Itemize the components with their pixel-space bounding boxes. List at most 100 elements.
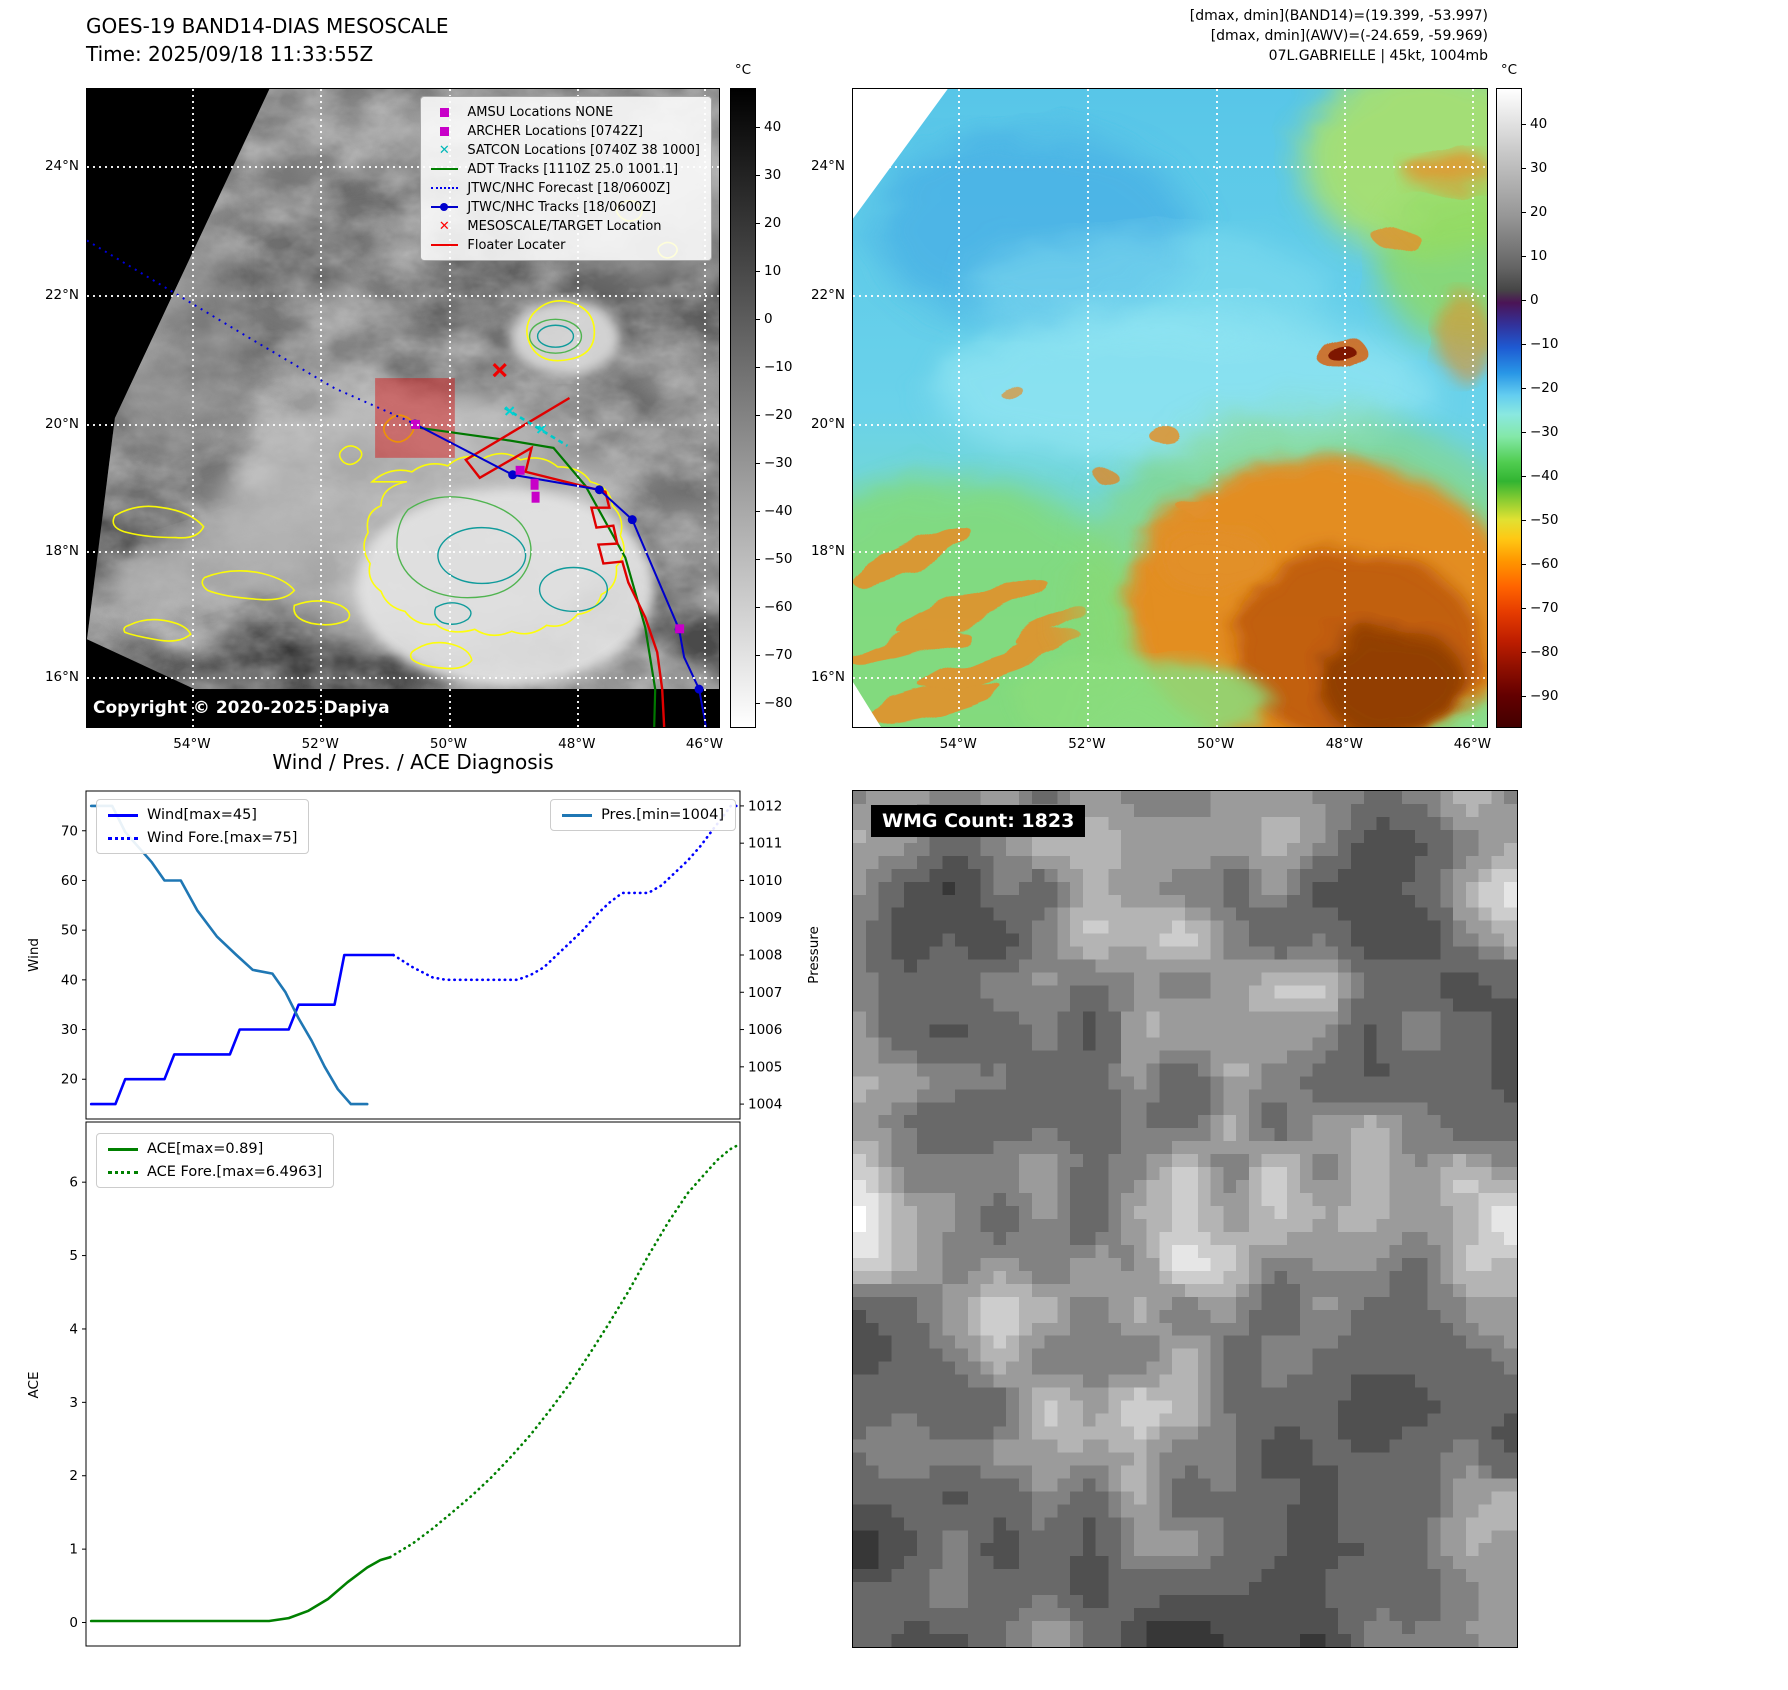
lat-tick-label: 24°N [810, 157, 845, 174]
legend-item-label: ADT Tracks [1110Z 25.0 1001.1] [467, 161, 679, 177]
chart-legend-item: ACE[max=0.89] [108, 1141, 322, 1157]
lat-tick-label: 16°N [44, 669, 79, 686]
colorbar-tick [1521, 520, 1526, 522]
mesoscale-target-box [375, 378, 455, 458]
legend-item-label: SATCON Locations [0740Z 38 1000] [467, 142, 700, 158]
chart-legend-label: Wind[max=45] [147, 807, 257, 823]
wind-axis-label: Wind [26, 938, 42, 972]
diagnosis-title: Wind / Pres. / ACE Diagnosis [272, 750, 554, 774]
colorbar-tick [1521, 212, 1526, 214]
y-tick-label: 5 [69, 1248, 78, 1264]
lon-tick-label: 52°W [301, 736, 339, 752]
y-tick-label: 6 [69, 1175, 78, 1191]
lat-tick-label: 22°N [44, 287, 79, 304]
pressure-axis-label: Pressure [806, 926, 822, 984]
ACE[max=0.89]-line [89, 1555, 392, 1623]
colorbar-tick-label: −50 [764, 551, 793, 568]
wmg-panel: WMG Count: 1823 [852, 790, 1518, 1648]
Pres.[min=1004]-line [89, 804, 369, 1106]
lon-tick-label: 50°W [429, 736, 468, 752]
colorbar-tick [755, 367, 760, 369]
ace-chart: 0 1 2 3 4 5 6 [69, 1121, 741, 1647]
colorbar-tick-label: −30 [764, 455, 793, 472]
pressure-legend: Pres.[min=1004] [550, 799, 736, 831]
legend-item: ADT Tracks [1110Z 25.0 1001.1] [429, 161, 700, 177]
colorbar-tick-label: 10 [764, 263, 782, 280]
colorbar-tick-label: −20 [764, 407, 793, 424]
colorbar-tick-label: 40 [764, 119, 782, 136]
ace-axis-label: ACE [26, 1371, 42, 1399]
colorbar-tick-label: −90 [1530, 688, 1559, 705]
colorbar-tick [755, 463, 760, 465]
colorbar-tick-label: 0 [1530, 292, 1539, 309]
plot-border [85, 1121, 741, 1647]
line-dot-swatch [430, 203, 458, 211]
y-tick-label: 50 [61, 923, 78, 939]
band14-time: Time: 2025/09/18 11:33:55Z [86, 42, 374, 66]
dot-swatch [440, 203, 449, 211]
chart-legend-item: Wind[max=45] [108, 807, 297, 823]
y2-tick-label: 1011 [748, 836, 782, 852]
x-marker: ✕ [429, 220, 459, 233]
scan-edge-wedge-top [853, 89, 948, 219]
dotted-line-sample [108, 836, 138, 840]
legend-item: ✕ SATCON Locations [0740Z 38 1000] [429, 142, 700, 158]
colorbar-tick-label: −30 [1530, 424, 1559, 441]
lat-tick-label: 20°N [44, 415, 79, 432]
y-tick-label: 4 [69, 1321, 78, 1337]
scan-edge-wedge-bottom [853, 682, 881, 727]
y-tick-label: 40 [61, 972, 78, 988]
dotted-marker [429, 187, 459, 189]
colorbar-tick [1521, 124, 1526, 126]
square-swatch [439, 107, 449, 117]
band14-colorbar: 40 30 20 10 0 −10 −20 −30 −40 −50 −60 −70 −80 [730, 88, 793, 728]
x-glyph: ✕ [438, 142, 450, 158]
satcon-track-line [504, 406, 569, 447]
lon-tick-label: 46°W [685, 736, 724, 752]
awv-cloud-field [853, 89, 1487, 727]
lat-tick-label: 20°N [810, 415, 845, 432]
colorbar-tick-label: −70 [1530, 600, 1559, 617]
colorbar-tick-label: −80 [1530, 644, 1559, 661]
band14-title-block: GOES-19 BAND14-DIAS MESOSCALE Time: 2025… [86, 12, 449, 68]
legend-item-label: MESOSCALE/TARGET Location [467, 218, 662, 234]
colorbar-tick [1521, 300, 1526, 302]
chart-legend-label: ACE[max=0.89] [147, 1141, 264, 1157]
lat-tick-label: 18°N [44, 542, 79, 559]
colorbar-tick [1521, 344, 1526, 346]
line-swatch [430, 168, 458, 170]
dmax-awv-line: [dmax, dmin](AWV)=(-24.659, -59.969) [1210, 28, 1488, 44]
x-marker: ✕ [429, 144, 459, 157]
satcon-x-markers [504, 406, 547, 434]
colorbar-tick [755, 703, 760, 704]
chart-legend-label: Wind Fore.[max=75] [147, 830, 298, 846]
y2-tick-label: 1012 [748, 798, 782, 814]
lat-tick-label: 18°N [810, 542, 845, 559]
lat-tick-label: 22°N [810, 287, 845, 304]
y2-tick-label: 1007 [748, 985, 782, 1001]
colorbar-tick [1521, 432, 1526, 434]
colorbar-tick-label: −70 [764, 647, 793, 664]
awv-header: [dmax, dmin](BAND14)=(19.399, -53.997) [… [852, 6, 1488, 66]
colorbar-tick [755, 655, 760, 657]
y2-tick-label: 1004 [748, 1097, 782, 1113]
band14-legend: AMSU Locations NONE ARCHER Locations [074… [420, 96, 712, 261]
dotted-line-sample [108, 1170, 138, 1174]
chart-legend-item: Pres.[min=1004] [562, 807, 724, 823]
colorbar-tick [1521, 168, 1526, 170]
legend-item-label: AMSU Locations NONE [467, 104, 614, 120]
colorbar-tick-label: 40 [1530, 116, 1548, 133]
colorbar-tick [755, 607, 760, 609]
lon-tick-label: 50°W [1197, 736, 1235, 752]
line-swatch [430, 244, 458, 246]
colorbar-tick-label: 30 [764, 167, 782, 184]
colorbar-tick-label: −40 [764, 503, 793, 520]
lon-tick-label: 48°W [558, 736, 596, 752]
legend-item-label: JTWC/NHC Forecast [18/0600Z] [467, 180, 671, 196]
jtwc-track-line [414, 423, 708, 727]
ace-legend: ACE[max=0.89] ACE Fore.[max=6.4963] [96, 1133, 335, 1188]
colorbar-tick [1521, 564, 1526, 566]
square-swatch [439, 126, 449, 136]
wind-pressure-chart: 20 30 40 50 60 70 1004 1005 1006 1007 1008 1009 1010… [61, 790, 782, 1120]
colorbar-tick [755, 175, 760, 177]
